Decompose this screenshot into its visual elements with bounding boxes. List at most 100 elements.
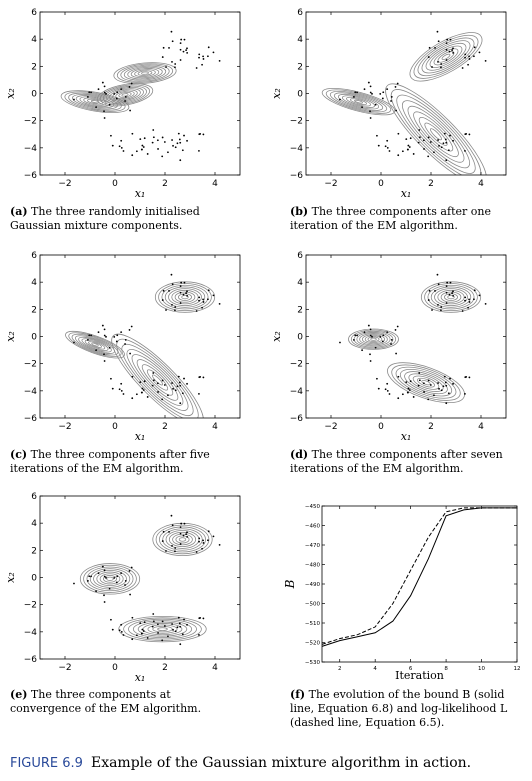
contour (121, 93, 129, 97)
y-tick-label: −520 (305, 641, 321, 647)
contour (154, 281, 216, 313)
data-point (427, 379, 430, 382)
contour (178, 293, 192, 301)
contour (112, 89, 138, 101)
y-axis-label: x₂ (270, 88, 283, 99)
data-point (103, 360, 106, 362)
contour (147, 624, 178, 634)
data-point (179, 625, 182, 628)
data-point (377, 387, 380, 390)
contour (137, 70, 153, 76)
caption-e-label: (e) (10, 688, 28, 701)
x-tick-label: 0 (112, 422, 118, 432)
contour (420, 281, 482, 313)
data-point (186, 382, 188, 385)
data-point (369, 353, 371, 356)
data-point (142, 630, 145, 632)
data-point (369, 110, 371, 113)
data-point (396, 82, 399, 85)
data-point (129, 352, 132, 355)
data-point (131, 375, 134, 378)
contour (120, 64, 170, 82)
data-point (437, 60, 439, 63)
data-point (407, 148, 409, 151)
data-point (172, 628, 174, 631)
data-point (198, 56, 200, 59)
y-tick-label: −4 (290, 387, 304, 397)
data-point (179, 526, 182, 529)
data-point (198, 392, 200, 395)
contour (408, 373, 444, 392)
data-point (202, 617, 205, 620)
y-tick-label: −6 (290, 414, 304, 424)
y-tick-label: −530 (305, 660, 321, 666)
data-point (146, 396, 149, 398)
data-point (179, 532, 182, 535)
data-point (409, 137, 412, 140)
contour (172, 533, 193, 546)
data-point (156, 382, 159, 385)
data-point (171, 303, 173, 306)
data-point (73, 98, 75, 101)
x-tick-label: 2 (428, 179, 434, 189)
data-point (452, 139, 454, 142)
data-point (86, 339, 89, 341)
data-point (384, 145, 387, 148)
y-tick-label: 2 (297, 305, 303, 315)
data-point (179, 384, 182, 387)
data-point (118, 388, 121, 391)
y-tick-label: 0 (297, 333, 303, 343)
data-point (199, 617, 202, 619)
data-point (151, 384, 154, 387)
panel-c: −2 0 2 4 −6 −4 −2 0 2 4 6 x₁ x₂ (0, 243, 266, 443)
data-point (113, 577, 116, 579)
contour (421, 380, 431, 386)
data-point (356, 91, 358, 94)
data-point (440, 63, 443, 65)
y-axis-label: x₂ (270, 331, 283, 342)
y-tick-label: −6 (290, 171, 304, 181)
contour (417, 377, 435, 388)
data-point (386, 88, 389, 91)
contour (345, 96, 372, 107)
data-point (218, 302, 221, 305)
data-point (152, 136, 155, 139)
data-point (418, 379, 421, 382)
data-point (444, 138, 447, 141)
data-point (201, 547, 203, 550)
data-point (174, 550, 176, 553)
data-point (162, 289, 165, 292)
data-point (429, 141, 432, 143)
data-point (122, 393, 125, 395)
data-point (142, 146, 145, 148)
data-point (163, 141, 166, 143)
data-point (386, 331, 389, 334)
data-point (103, 575, 106, 578)
data-point (182, 50, 185, 53)
contour (350, 329, 397, 349)
data-point (177, 616, 180, 619)
contour (91, 342, 99, 347)
contour (134, 69, 156, 78)
data-point (382, 334, 385, 337)
figure-caption-text: Example of the Gaussian mixture algorith… (90, 755, 472, 771)
data-point (161, 540, 164, 542)
data-point (97, 88, 100, 91)
component-1-contours (118, 615, 207, 643)
data-point (111, 387, 114, 390)
contour (341, 95, 376, 108)
data-point (120, 630, 123, 633)
data-point (484, 302, 487, 305)
data-point (436, 30, 439, 33)
y-tick-label: 0 (31, 333, 37, 343)
data-point (88, 91, 91, 94)
data-point (199, 133, 202, 135)
data-point (135, 393, 138, 396)
data-point (90, 575, 92, 578)
x-tick-label: 6 (409, 666, 413, 672)
data-point (451, 49, 454, 52)
data-point (388, 393, 391, 395)
contour (123, 65, 167, 81)
data-point (207, 46, 210, 49)
data-point (128, 570, 131, 572)
